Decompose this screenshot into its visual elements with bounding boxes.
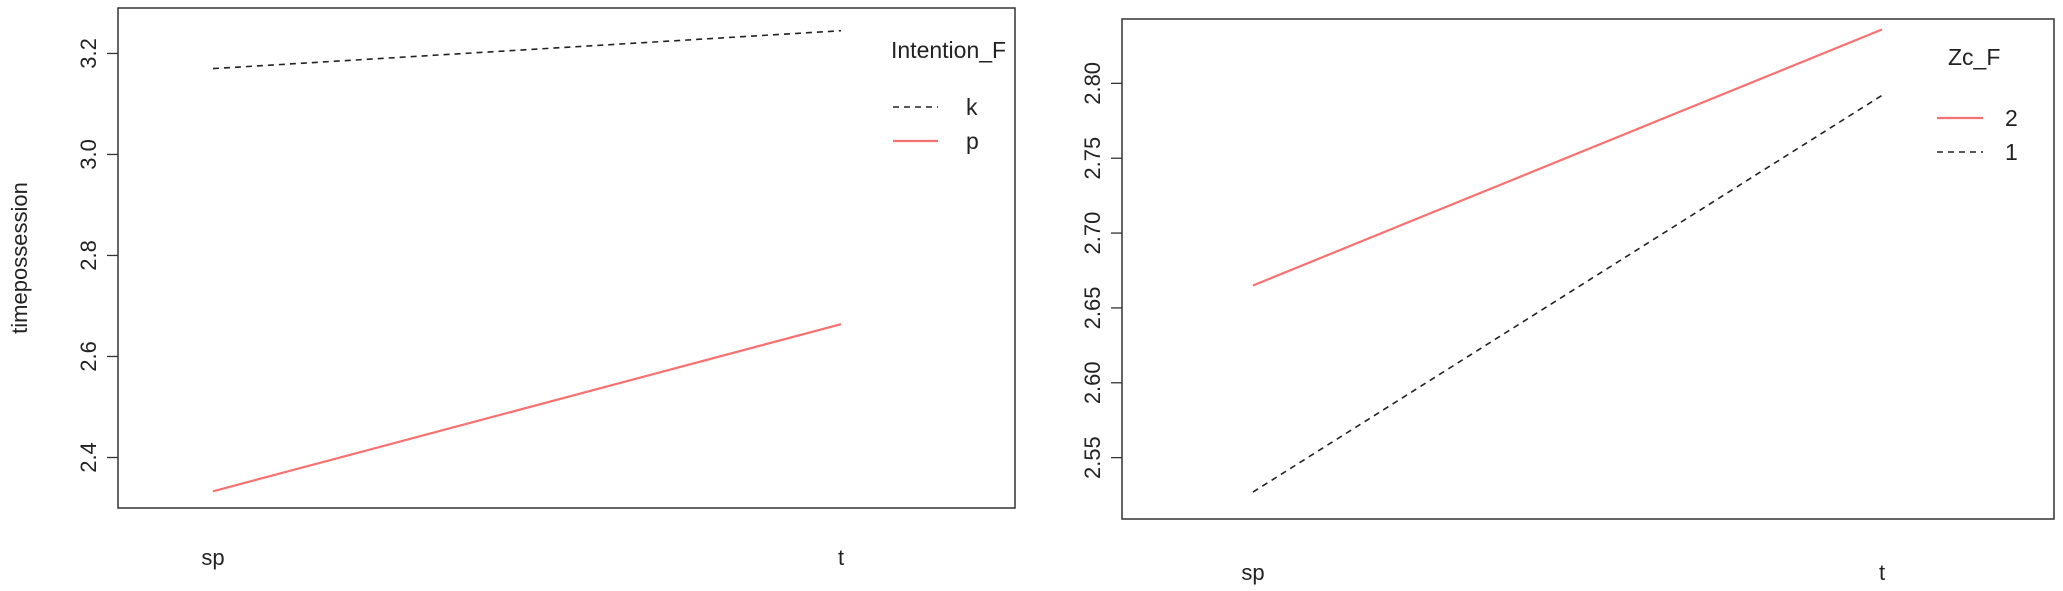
chart-2-x-axis: sp t bbox=[1241, 560, 1885, 585]
chart-2-series-lines bbox=[1252, 28, 1883, 493]
chart-1-y-tick-label: 2.8 bbox=[76, 240, 101, 271]
chart-2-y-tick-label: 2.75 bbox=[1080, 137, 1105, 180]
chart-2-series-line-2 bbox=[1252, 28, 1883, 287]
chart-1-y-tick-label: 3.2 bbox=[76, 38, 101, 69]
chart-1-legend-title: Intention_F bbox=[891, 37, 1006, 63]
chart-2-y-tick-label: 2.80 bbox=[1080, 62, 1105, 105]
chart-2-x-tick-label: sp bbox=[1241, 560, 1264, 585]
chart-2-legend: Zc_F 21 bbox=[1937, 44, 2018, 165]
chart-2-y-tick-label: 2.65 bbox=[1080, 287, 1105, 330]
chart-1-x-tick-label: t bbox=[838, 545, 844, 570]
chart-2-y-tick-label: 2.60 bbox=[1080, 361, 1105, 404]
chart-1: 2.4 2.6 2.8 3.0 3.2 sp t timepossession Inten… bbox=[7, 7, 1016, 570]
chart-1-y-axis-label: timepossession bbox=[7, 182, 32, 334]
chart-1-x-tick-label: sp bbox=[201, 545, 224, 570]
chart-2-legend-items: 21 bbox=[1937, 105, 2018, 165]
chart-2-series-line-1 bbox=[1252, 94, 1883, 493]
chart-1-legend: Intention_F kp bbox=[891, 37, 1006, 154]
chart-1-x-axis: sp t bbox=[201, 545, 844, 570]
chart-1-plot-frame bbox=[117, 7, 1016, 509]
chart-1-y-axis: 2.4 2.6 2.8 3.0 3.2 bbox=[76, 38, 118, 473]
chart-2-legend-title: Zc_F bbox=[1948, 44, 2000, 70]
chart-1-legend-label: k bbox=[966, 94, 978, 120]
chart-2-y-tick-label: 2.55 bbox=[1080, 436, 1105, 479]
chart-2-y-tick-label: 2.70 bbox=[1080, 212, 1105, 255]
chart-1-y-tick-label: 2.4 bbox=[76, 442, 101, 473]
chart-1-series-lines bbox=[212, 29, 842, 493]
chart-1-legend-label: p bbox=[966, 128, 979, 154]
chart-2-y-axis: 2.55 2.60 2.65 2.70 2.75 2.80 bbox=[1080, 62, 1122, 479]
chart-1-series-line-k bbox=[212, 29, 842, 70]
chart-2-plot-frame bbox=[1121, 18, 2055, 520]
chart-2-legend-label: 1 bbox=[2005, 139, 2018, 165]
chart-2-legend-label: 2 bbox=[2005, 105, 2018, 131]
chart-2-x-tick-label: t bbox=[1879, 560, 1885, 585]
chart-1-y-tick-label: 3.0 bbox=[76, 139, 101, 170]
chart-1-y-tick-label: 2.6 bbox=[76, 341, 101, 372]
chart-1-legend-items: kp bbox=[893, 94, 979, 154]
chart-1-series-line-p bbox=[212, 323, 842, 493]
chart-2: 2.552.602.652.702.752.80 sp t Zc_F 21 bbox=[1080, 18, 2055, 585]
